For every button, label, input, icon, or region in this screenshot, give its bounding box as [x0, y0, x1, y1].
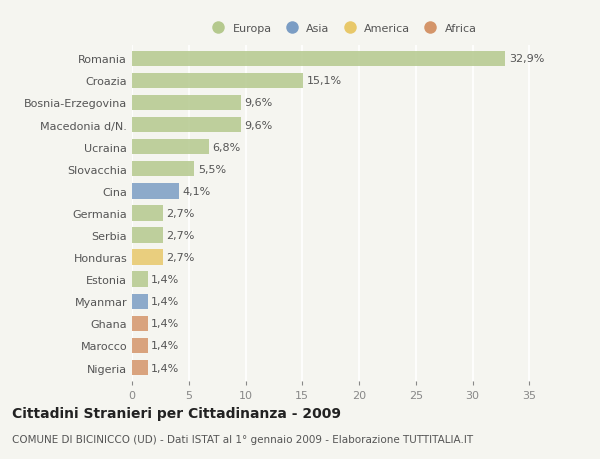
Bar [132, 162, 194, 177]
Text: 2,7%: 2,7% [166, 252, 194, 263]
Bar [132, 118, 241, 133]
Bar [132, 338, 148, 353]
Bar [132, 250, 163, 265]
Text: 6,8%: 6,8% [212, 142, 241, 152]
Text: COMUNE DI BICINICCO (UD) - Dati ISTAT al 1° gennaio 2009 - Elaborazione TUTTITAL: COMUNE DI BICINICCO (UD) - Dati ISTAT al… [12, 434, 473, 444]
Text: 32,9%: 32,9% [509, 54, 544, 64]
Text: 15,1%: 15,1% [307, 76, 342, 86]
Bar [132, 228, 163, 243]
Bar [132, 272, 148, 287]
Bar [132, 294, 148, 309]
Text: 4,1%: 4,1% [182, 186, 210, 196]
Text: 1,4%: 1,4% [151, 363, 179, 373]
Bar [132, 360, 148, 375]
Bar [132, 316, 148, 331]
Text: 2,7%: 2,7% [166, 208, 194, 218]
Text: 9,6%: 9,6% [244, 98, 272, 108]
Bar [132, 51, 505, 67]
Bar [132, 95, 241, 111]
Bar [132, 140, 209, 155]
Bar [132, 73, 304, 89]
Text: 5,5%: 5,5% [198, 164, 226, 174]
Bar [132, 206, 163, 221]
Bar [132, 184, 179, 199]
Text: 1,4%: 1,4% [151, 319, 179, 329]
Text: 9,6%: 9,6% [244, 120, 272, 130]
Text: Cittadini Stranieri per Cittadinanza - 2009: Cittadini Stranieri per Cittadinanza - 2… [12, 406, 341, 420]
Text: 1,4%: 1,4% [151, 297, 179, 307]
Text: 1,4%: 1,4% [151, 341, 179, 351]
Text: 1,4%: 1,4% [151, 274, 179, 285]
Legend: Europa, Asia, America, Africa: Europa, Asia, America, Africa [207, 24, 477, 34]
Text: 2,7%: 2,7% [166, 230, 194, 241]
